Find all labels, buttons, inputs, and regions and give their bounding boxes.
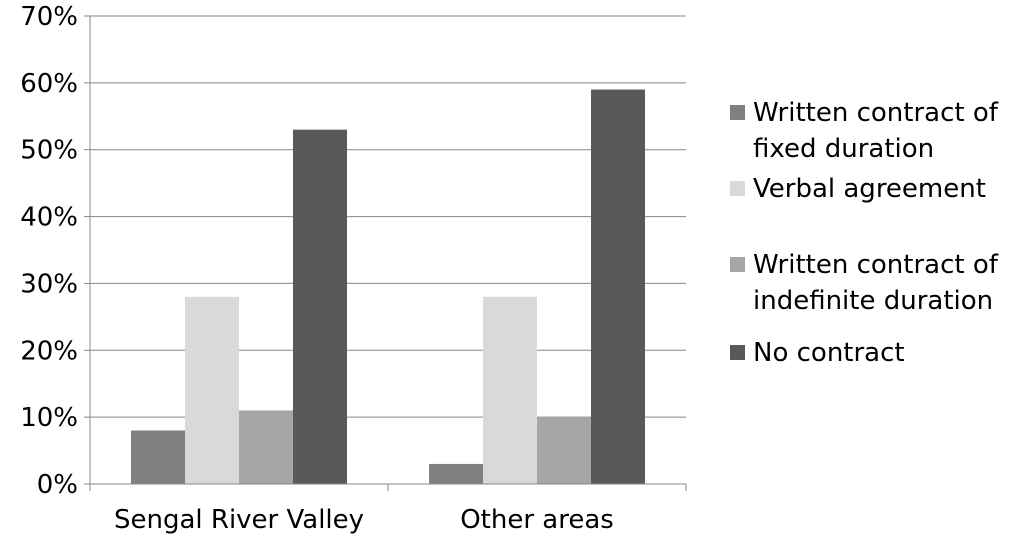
legend-label: Written contract of fixed duration [753, 98, 998, 164]
legend-swatch [730, 105, 745, 120]
x-category-label: Sengal River Valley [114, 505, 364, 535]
y-tick-label: 70% [20, 2, 78, 32]
bar [185, 296, 239, 484]
bar [591, 89, 645, 485]
legend-item-no-contract: No contract [730, 335, 1005, 375]
y-tick-label: 20% [20, 336, 78, 366]
bar [537, 417, 591, 484]
y-tick-label: 60% [20, 69, 78, 99]
legend-label: No contract [753, 338, 905, 368]
legend-item-written-fixed: Written contract of fixed duration [730, 95, 1005, 171]
legend-label: Written contract of indefinite duration [753, 250, 998, 316]
axes [84, 16, 687, 491]
legend: Written contract of fixed duration Verba… [730, 95, 1005, 375]
y-tick-label: 50% [20, 136, 78, 166]
y-axis-ticks: 0% 10% 20% 30% 40% 50% 60% 70% [20, 2, 90, 500]
legend-item-verbal: Verbal agreement [730, 171, 1005, 247]
legend-label: Verbal agreement [753, 174, 986, 204]
legend-swatch [730, 257, 745, 272]
bar [131, 430, 185, 484]
y-tick-label: 30% [20, 269, 78, 299]
legend-swatch [730, 181, 745, 196]
bars [131, 89, 645, 485]
legend-item-written-indefinite: Written contract of indefinite duration [730, 247, 1005, 335]
y-tick-label: 40% [20, 203, 78, 233]
bar [239, 410, 293, 484]
legend-swatch [730, 345, 745, 360]
bar [429, 463, 483, 484]
y-tick-label: 0% [37, 470, 78, 500]
x-category-label: Other areas [460, 505, 614, 535]
bar [483, 296, 537, 484]
y-tick-label: 10% [20, 403, 78, 433]
bar [293, 129, 347, 484]
x-axis-labels: Sengal River Valley Other areas [114, 505, 614, 535]
